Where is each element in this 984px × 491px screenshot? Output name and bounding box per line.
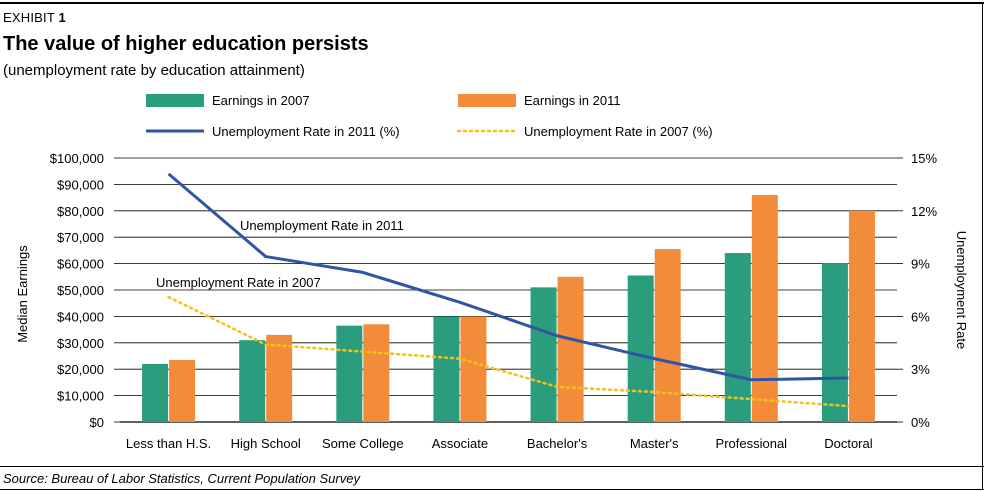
legend-label-earnings-2007: Earnings in 2007: [212, 93, 310, 108]
y-right-axis-title: Unemployment Rate: [954, 231, 969, 350]
source-note: Source: Bureau of Labor Statistics, Curr…: [3, 471, 360, 486]
bar-earnings-2011: [363, 324, 390, 422]
x-tick-label: Professional: [716, 436, 788, 451]
legend-swatch-earnings-2011: [458, 94, 516, 107]
legend-label-unemployment-2011: Unemployment Rate in 2011 (%): [212, 124, 400, 139]
legend-swatch-earnings-2007: [146, 94, 204, 107]
annotation-unemployment-2007: Unemployment Rate in 2007: [156, 275, 321, 290]
legend-label-unemployment-2007: Unemployment Rate in 2007 (%): [524, 124, 713, 139]
line-unemployment-2011: [167, 172, 849, 382]
bars: [142, 194, 875, 422]
bar-earnings-2007: [142, 363, 169, 422]
x-tick-label: High School: [231, 436, 301, 451]
bar-earnings-2011: [169, 359, 196, 422]
y-left-tick-label: $50,000: [57, 283, 104, 298]
y-left-tick-label: $40,000: [57, 309, 104, 324]
line-unemployment-2007: [167, 295, 850, 408]
x-tick-label: Some College: [322, 436, 404, 451]
x-tick-label: Master's: [630, 436, 679, 451]
y-left-tick-label: $10,000: [57, 389, 104, 404]
bar-earnings-2007: [336, 325, 363, 422]
bar-earnings-2007: [627, 275, 654, 422]
y-right-tick-label: 0%: [911, 415, 930, 430]
x-tick-label: Less than H.S.: [126, 436, 211, 451]
bar-earnings-2011: [557, 276, 584, 422]
annotation-unemployment-2011: Unemployment Rate in 2011: [240, 218, 404, 233]
x-tick-label: Bachelor's: [527, 436, 588, 451]
y-left-tick-label: $60,000: [57, 257, 104, 272]
bar-earnings-2011: [460, 316, 487, 422]
bar-earnings-2007: [724, 253, 751, 422]
y-right-tick-label: 9%: [911, 257, 930, 272]
bar-earnings-2011: [848, 210, 875, 422]
y-left-axis-title: Median Earnings: [15, 245, 30, 343]
legend: Earnings in 2007 Earnings in 2011 Unemploy…: [146, 93, 713, 139]
annotations: Unemployment Rate in 2011 Unemployment Ra…: [156, 218, 404, 290]
exhibit-label: EXHIBIT 1: [3, 10, 66, 25]
bottom-border: [0, 489, 984, 490]
y-left-tick-label: $90,000: [57, 177, 104, 192]
y-left-tick-label: $100,000: [50, 151, 104, 166]
y-left-tick-label: $80,000: [57, 204, 104, 219]
chart-title: The value of higher education persists: [3, 33, 369, 55]
bar-earnings-2007: [821, 263, 848, 422]
legend-label-earnings-2011: Earnings in 2011: [524, 93, 621, 108]
top-rule: [0, 2, 984, 4]
chart-subtitle: (unemployment rate by education attainme…: [3, 62, 305, 79]
x-tick-label: Associate: [432, 436, 488, 451]
bar-earnings-2011: [654, 249, 681, 422]
y-left-tick-label: $0: [90, 415, 104, 430]
y-right-tick-label: 15%: [911, 151, 937, 166]
gridlines: [120, 157, 897, 423]
lines: [167, 172, 850, 408]
x-tick-label: Doctoral: [824, 436, 873, 451]
bar-earnings-2007: [433, 316, 460, 422]
bottom-rule: [0, 466, 984, 467]
y-left-tick-label: $70,000: [57, 230, 104, 245]
y-right-tick-label: 3%: [911, 362, 930, 377]
right-border: [982, 4, 983, 490]
y-left-tick-label: $20,000: [57, 362, 104, 377]
y-right-tick-label: 6%: [911, 309, 930, 324]
bar-earnings-2007: [239, 340, 266, 422]
bar-earnings-2007: [530, 287, 557, 422]
bar-earnings-2011: [751, 194, 778, 422]
y-left-tick-label: $30,000: [57, 336, 104, 351]
y-right-tick-label: 12%: [911, 204, 937, 219]
axes: $0 $10,000 $20,000 $30,000 $40,000 $50,000 $60…: [15, 151, 969, 451]
bar-earnings-2011: [266, 334, 293, 422]
